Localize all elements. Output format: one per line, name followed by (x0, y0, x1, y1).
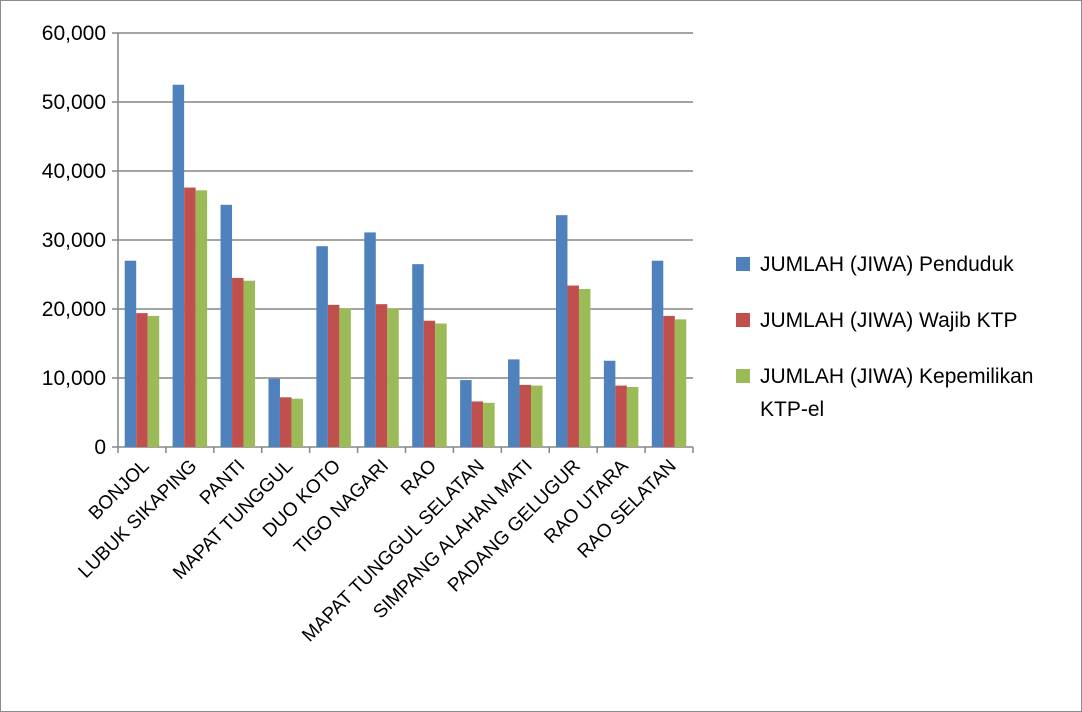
legend-label: JUMLAH (JIWA) Kepemilikan KTP-el (760, 365, 1034, 421)
bar (243, 280, 256, 447)
bar (471, 401, 484, 447)
x-tick-label: RAO (397, 456, 441, 500)
bar (220, 204, 233, 447)
bar (279, 397, 292, 447)
y-tick-label: 20,000 (42, 298, 106, 321)
legend-item: JUMLAH (JIWA) Wajib KTP (736, 304, 1076, 337)
bar (268, 378, 280, 447)
bar (364, 232, 376, 447)
bar (674, 319, 687, 447)
bar (567, 285, 579, 447)
bar (519, 384, 532, 447)
bar (615, 385, 627, 447)
bar (147, 315, 160, 447)
bar (663, 315, 675, 447)
bar (339, 308, 351, 447)
y-tick-label: 0 (94, 436, 106, 459)
legend-label: JUMLAH (JIWA) Penduduk (760, 253, 1014, 276)
bar (626, 386, 639, 447)
legend-label: JUMLAH (JIWA) Wajib KTP (760, 309, 1018, 332)
bar (508, 359, 520, 447)
bar (124, 260, 137, 447)
bar (483, 402, 495, 447)
bar (184, 187, 196, 447)
bar (195, 190, 208, 447)
bar (136, 313, 148, 447)
bar (555, 215, 568, 447)
bar (316, 246, 328, 447)
y-tick-label: 40,000 (42, 160, 106, 183)
bar (578, 288, 591, 447)
bar (603, 360, 616, 447)
legend-item: JUMLAH (JIWA) Penduduk (736, 248, 1076, 281)
bar (327, 304, 340, 447)
bar (435, 323, 447, 447)
y-tick-label: 30,000 (42, 229, 106, 252)
bar (423, 320, 436, 447)
chart-legend: JUMLAH (JIWA) Penduduk JUMLAH (JIWA) Waji… (736, 248, 1076, 449)
legend-item: JUMLAH (JIWA) Kepemilikan KTP-el (736, 360, 1076, 426)
bar (531, 385, 543, 447)
y-tick-label: 50,000 (42, 91, 106, 114)
bar (651, 260, 664, 447)
y-tick-label: 60,000 (42, 22, 106, 45)
bar (291, 398, 303, 447)
bar (460, 380, 472, 447)
legend-swatch (736, 369, 750, 383)
bar (172, 84, 185, 447)
legend-swatch (736, 313, 750, 327)
bar (232, 277, 244, 447)
bar (412, 264, 424, 447)
legend-swatch (736, 257, 750, 271)
bar (375, 304, 388, 447)
bar (387, 308, 399, 447)
y-tick-label: 10,000 (42, 367, 106, 390)
